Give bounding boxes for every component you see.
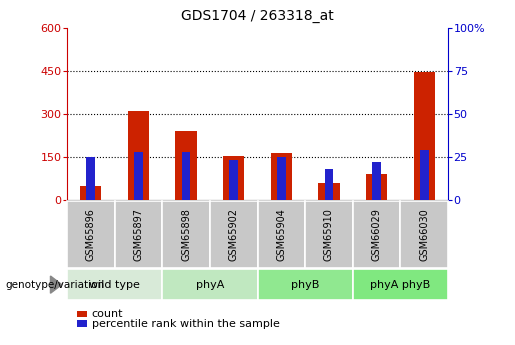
Bar xyxy=(175,131,197,200)
Text: GSM65898: GSM65898 xyxy=(181,208,191,261)
FancyBboxPatch shape xyxy=(67,269,162,300)
Text: phyA: phyA xyxy=(196,280,224,289)
Text: GSM65896: GSM65896 xyxy=(86,208,96,261)
Bar xyxy=(182,152,191,200)
FancyBboxPatch shape xyxy=(210,201,258,268)
Text: GSM65904: GSM65904 xyxy=(277,208,286,261)
Bar xyxy=(324,169,333,200)
FancyBboxPatch shape xyxy=(162,201,210,268)
Text: GSM66029: GSM66029 xyxy=(372,208,382,261)
Text: phyA phyB: phyA phyB xyxy=(370,280,431,289)
FancyBboxPatch shape xyxy=(258,269,353,300)
FancyBboxPatch shape xyxy=(162,269,258,300)
Bar xyxy=(229,160,238,200)
FancyBboxPatch shape xyxy=(401,201,448,268)
Text: GSM66030: GSM66030 xyxy=(419,208,429,261)
Text: GSM65910: GSM65910 xyxy=(324,208,334,261)
Bar xyxy=(318,183,340,200)
Text: count: count xyxy=(92,309,123,318)
Bar xyxy=(420,150,428,200)
Text: wild type: wild type xyxy=(89,280,140,289)
Polygon shape xyxy=(50,276,62,293)
Text: genotype/variation: genotype/variation xyxy=(5,280,104,289)
Bar xyxy=(414,72,435,200)
Bar xyxy=(270,152,292,200)
FancyBboxPatch shape xyxy=(353,269,448,300)
Text: GSM65902: GSM65902 xyxy=(229,208,238,261)
Bar xyxy=(223,156,245,200)
FancyBboxPatch shape xyxy=(353,201,401,268)
FancyBboxPatch shape xyxy=(114,201,162,268)
Bar xyxy=(372,162,381,200)
FancyBboxPatch shape xyxy=(305,201,353,268)
Text: GDS1704 / 263318_at: GDS1704 / 263318_at xyxy=(181,9,334,23)
Bar xyxy=(87,157,95,200)
FancyBboxPatch shape xyxy=(258,201,305,268)
Bar xyxy=(366,174,387,200)
Bar xyxy=(277,157,286,200)
Bar xyxy=(134,152,143,200)
Bar xyxy=(80,186,101,200)
Bar xyxy=(128,111,149,200)
FancyBboxPatch shape xyxy=(67,201,114,268)
Text: phyB: phyB xyxy=(291,280,319,289)
Text: percentile rank within the sample: percentile rank within the sample xyxy=(92,318,280,328)
Text: GSM65897: GSM65897 xyxy=(133,208,143,261)
